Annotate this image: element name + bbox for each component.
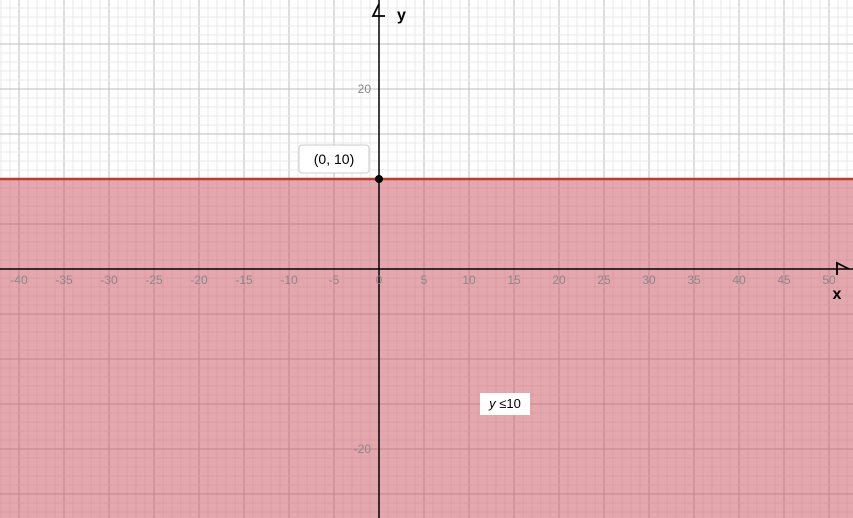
inequality-label: y ≤10 [488,396,521,411]
shaded-region [0,179,853,518]
x-tick-label: 20 [552,273,566,287]
x-tick-label: -40 [10,273,28,287]
x-tick-label: -25 [145,273,163,287]
x-tick-label: 10 [462,273,476,287]
x-tick-label: -35 [55,273,73,287]
x-tick-label: 50 [822,273,836,287]
x-tick-label: -15 [235,273,253,287]
x-tick-label: 35 [687,273,701,287]
y-tick-label: 20 [358,82,372,96]
x-tick-label: -10 [280,273,298,287]
x-tick-label: -5 [329,273,340,287]
x-tick-label: 45 [777,273,791,287]
graph-svg: -40 -35 -30 -25 -20 -15 -10 -5 0 5 10 15 20 25 30 35 40 4… [0,0,853,518]
graph-plot: -40 -35 -30 -25 -20 -15 -10 -5 0 5 10 15 20 25 30 35 40 4… [0,0,853,518]
point-label: (0, 10) [314,151,354,167]
marked-point [375,175,383,183]
x-tick-label: 5 [421,273,428,287]
x-tick-label: 25 [597,273,611,287]
x-tick-label: 30 [642,273,656,287]
y-axis-label: y [397,7,406,24]
x-tick-label: -30 [100,273,118,287]
y-tick-label: -20 [354,442,372,456]
x-tick-label: 15 [507,273,521,287]
x-tick-label: -20 [190,273,208,287]
x-tick-label: 40 [732,273,746,287]
x-axis-label: x [833,286,842,303]
x-tick-label: 0 [376,273,383,287]
